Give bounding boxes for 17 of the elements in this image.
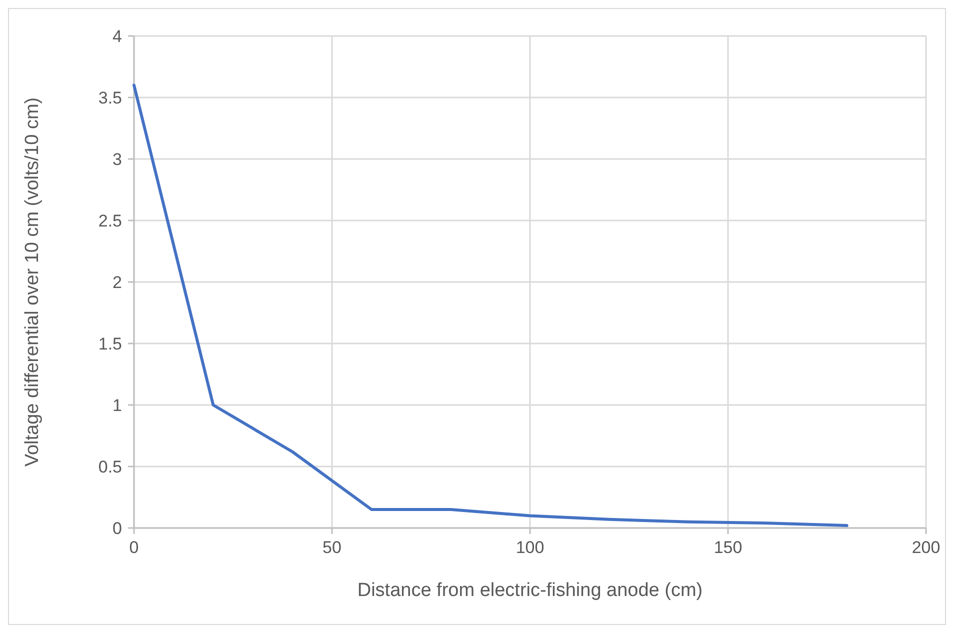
x-axis-title: Distance from electric-fishing anode (cm) (357, 580, 703, 601)
y-tick-label: 3.5 (98, 88, 122, 108)
x-tick-label: 0 (129, 538, 139, 557)
x-tick-label: 50 (322, 538, 342, 557)
y-tick-label: 2 (112, 272, 122, 292)
y-tick-label: 4 (112, 26, 122, 46)
x-tick-label: 200 (912, 538, 940, 557)
x-tick-label: 100 (516, 538, 544, 557)
y-tick-label: 2.5 (98, 211, 122, 230)
y-tick-label: 3 (112, 150, 122, 169)
line-series (132, 84, 848, 528)
y-tick-label: 1.5 (98, 334, 122, 354)
y-axis-title: Voltage differential over 10 cm (volts/10 cm) (22, 97, 43, 467)
y-tick-label: 1 (112, 396, 122, 415)
y-tick-label: 0 (112, 518, 122, 538)
x-tick-label: 150 (714, 538, 742, 557)
y-tick-label: 0.5 (98, 457, 122, 476)
